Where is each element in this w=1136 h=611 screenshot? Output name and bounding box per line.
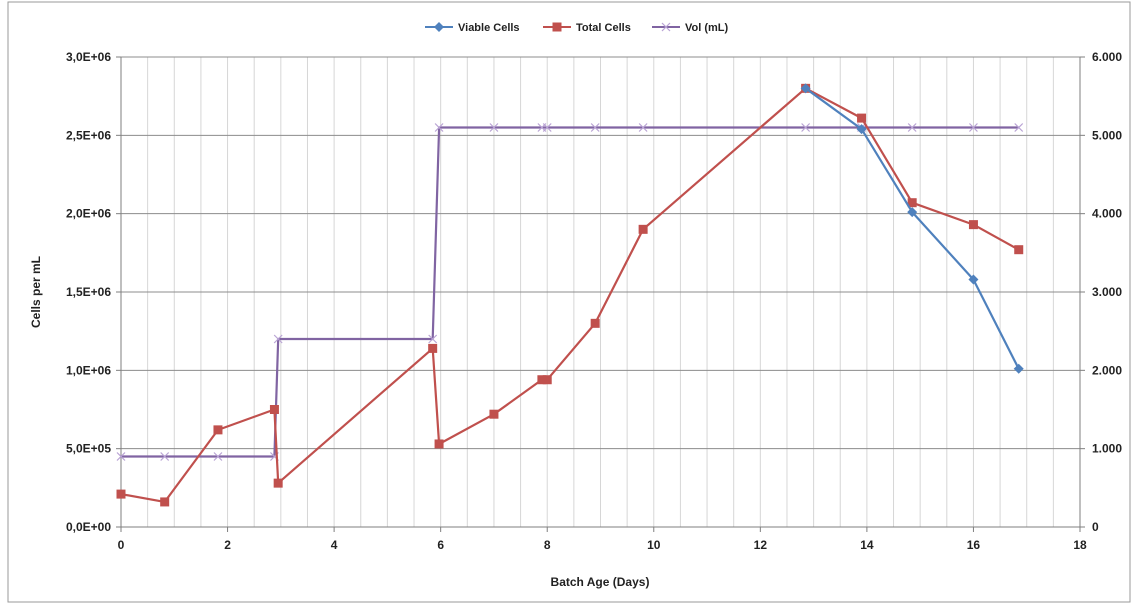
data-point-total-cells [269, 405, 279, 414]
data-point-vol-ml [160, 452, 170, 461]
y-tick-label: 3,0E+06 [66, 50, 111, 64]
data-point-total-cells [489, 409, 499, 419]
x-tick-label: 4 [331, 538, 338, 552]
data-point-total-cells [213, 425, 223, 435]
legend: Viable Cells Total Cells Vol (mL) [425, 22, 729, 34]
data-point-vol-ml [907, 123, 917, 132]
y2-tick-label: 5.000 [1092, 128, 1122, 142]
data-point-vol-ml [434, 123, 444, 132]
data-point-total-cells [968, 220, 978, 230]
y-tick-label: 5,0E+05 [66, 442, 111, 456]
legend-item-total-cells: Total Cells [543, 22, 631, 34]
legend-swatch-marker [661, 22, 671, 32]
data-point-total-cells [116, 489, 126, 499]
data-point-viable-cells [856, 124, 867, 135]
legend-swatch-marker [552, 22, 562, 32]
data-point-vol-ml [969, 123, 978, 132]
y-tick-label: 1,0E+06 [66, 363, 111, 377]
x-tick-label: 0 [118, 538, 125, 552]
data-point-vol-ml [638, 123, 648, 132]
axes: 0 2 4 6 8 10 12 14 16 18 0,0E+00 5,0E+05 1,0E+06 1,5E… [66, 50, 1122, 552]
y-tick-label: 0,0E+00 [66, 520, 111, 534]
y2-tick-label: 2.000 [1092, 363, 1122, 377]
y-tick-label: 2,0E+06 [66, 207, 111, 221]
legend-swatch-marker [434, 22, 444, 32]
x-tick-label: 6 [437, 538, 444, 552]
legend-label: Vol (mL) [685, 22, 729, 34]
x-axis-title: Batch Age (Days) [551, 575, 650, 589]
data-point-vol-ml [801, 123, 811, 132]
x-tick-label: 16 [967, 538, 981, 552]
data-point-vol-ml [590, 123, 600, 132]
x-tick-label: 14 [860, 538, 874, 552]
data-point-viable-cells [907, 207, 918, 218]
y-axis-title: Cells per mL [29, 256, 43, 328]
legend-item-viable-cells: Viable Cells [425, 22, 520, 34]
data-point-total-cells [273, 478, 283, 488]
data-point-total-cells [160, 497, 170, 507]
series-vol-ml [116, 123, 1024, 461]
chart-border [7, 1, 1131, 603]
data-point-viable-cells [968, 274, 979, 285]
data-point-total-cells [1014, 245, 1024, 255]
data-point-vol-ml [1014, 123, 1024, 132]
series [116, 83, 1024, 507]
y2-tick-label: 1.000 [1092, 442, 1122, 456]
y2-tick-label: 3.000 [1092, 285, 1122, 299]
data-point-vol-ml [542, 123, 552, 132]
data-point-vol-ml [428, 334, 438, 344]
legend-label: Total Cells [576, 22, 631, 34]
data-point-total-cells [638, 224, 648, 234]
data-point-viable-cells [800, 83, 811, 94]
data-point-viable-cells [1013, 363, 1024, 374]
legend-label: Viable Cells [458, 22, 520, 34]
data-point-vol-ml [116, 452, 126, 461]
y2-tick-label: 0 [1092, 520, 1099, 534]
y2-tick-label: 4.000 [1092, 207, 1122, 221]
data-point-total-cells [590, 318, 600, 328]
data-point-total-cells [542, 375, 552, 385]
y2-tick-label: 6.000 [1092, 50, 1122, 64]
series-viable-cells [800, 83, 1024, 374]
series-total-cells [116, 83, 1024, 507]
data-point-total-cells [537, 375, 547, 385]
y-tick-label: 1,5E+06 [66, 285, 111, 299]
x-tick-label: 18 [1073, 538, 1087, 552]
x-tick-label: 12 [754, 538, 768, 552]
data-point-total-cells [907, 198, 917, 208]
y-tick-label: 2,5E+06 [66, 128, 111, 142]
data-point-vol-ml [213, 452, 223, 461]
data-point-total-cells [428, 343, 438, 353]
grid [121, 56, 1080, 527]
x-tick-label: 10 [647, 538, 661, 552]
data-point-total-cells [857, 113, 867, 123]
data-point-vol-ml [489, 123, 499, 132]
data-point-total-cells [434, 439, 444, 449]
x-tick-label: 8 [544, 538, 551, 552]
data-point-vol-ml [273, 334, 283, 344]
x-tick-label: 2 [224, 538, 231, 552]
legend-item-vol-ml: Vol (mL) [652, 22, 729, 34]
